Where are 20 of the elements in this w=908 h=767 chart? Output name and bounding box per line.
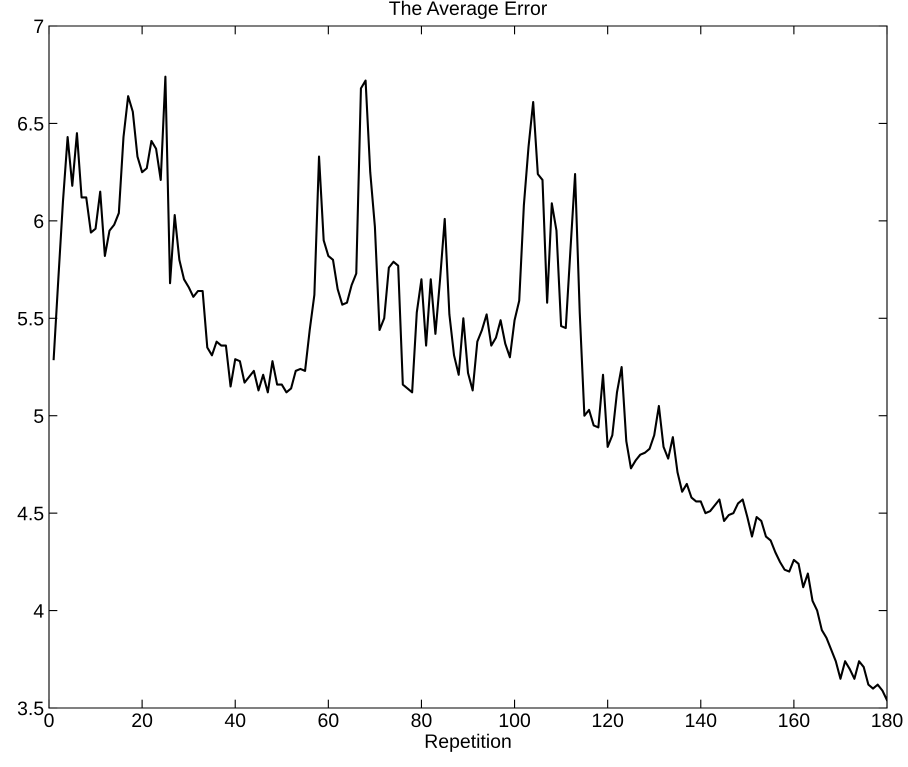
- y-tick-label: 4.5: [18, 506, 44, 520]
- y-tick-label: 5: [34, 409, 44, 423]
- x-tick-label: 100: [500, 713, 530, 728]
- y-tick-label: 6: [34, 214, 44, 228]
- y-tick-label: 7: [34, 20, 44, 34]
- x-tick-label: 80: [411, 713, 432, 728]
- y-tick-label: 6.5: [18, 116, 44, 131]
- x-tick-label: 160: [779, 713, 810, 728]
- x-tick-label: 40: [224, 713, 246, 728]
- x-axis-title: Repetition: [426, 734, 511, 752]
- y-tick-label: 4: [34, 604, 44, 618]
- x-tick-label: 120: [592, 713, 624, 728]
- x-tick-label: 60: [318, 713, 338, 728]
- x-tick-label: 180: [872, 713, 902, 728]
- y-tick-label: 3.5: [18, 701, 44, 716]
- x-tick-label: 0: [44, 713, 54, 728]
- chart-title: The Average Error: [389, 0, 547, 19]
- x-tick-label: 20: [132, 713, 152, 728]
- x-tick-label: 140: [686, 713, 716, 728]
- y-tick-label: 5.5: [18, 312, 44, 326]
